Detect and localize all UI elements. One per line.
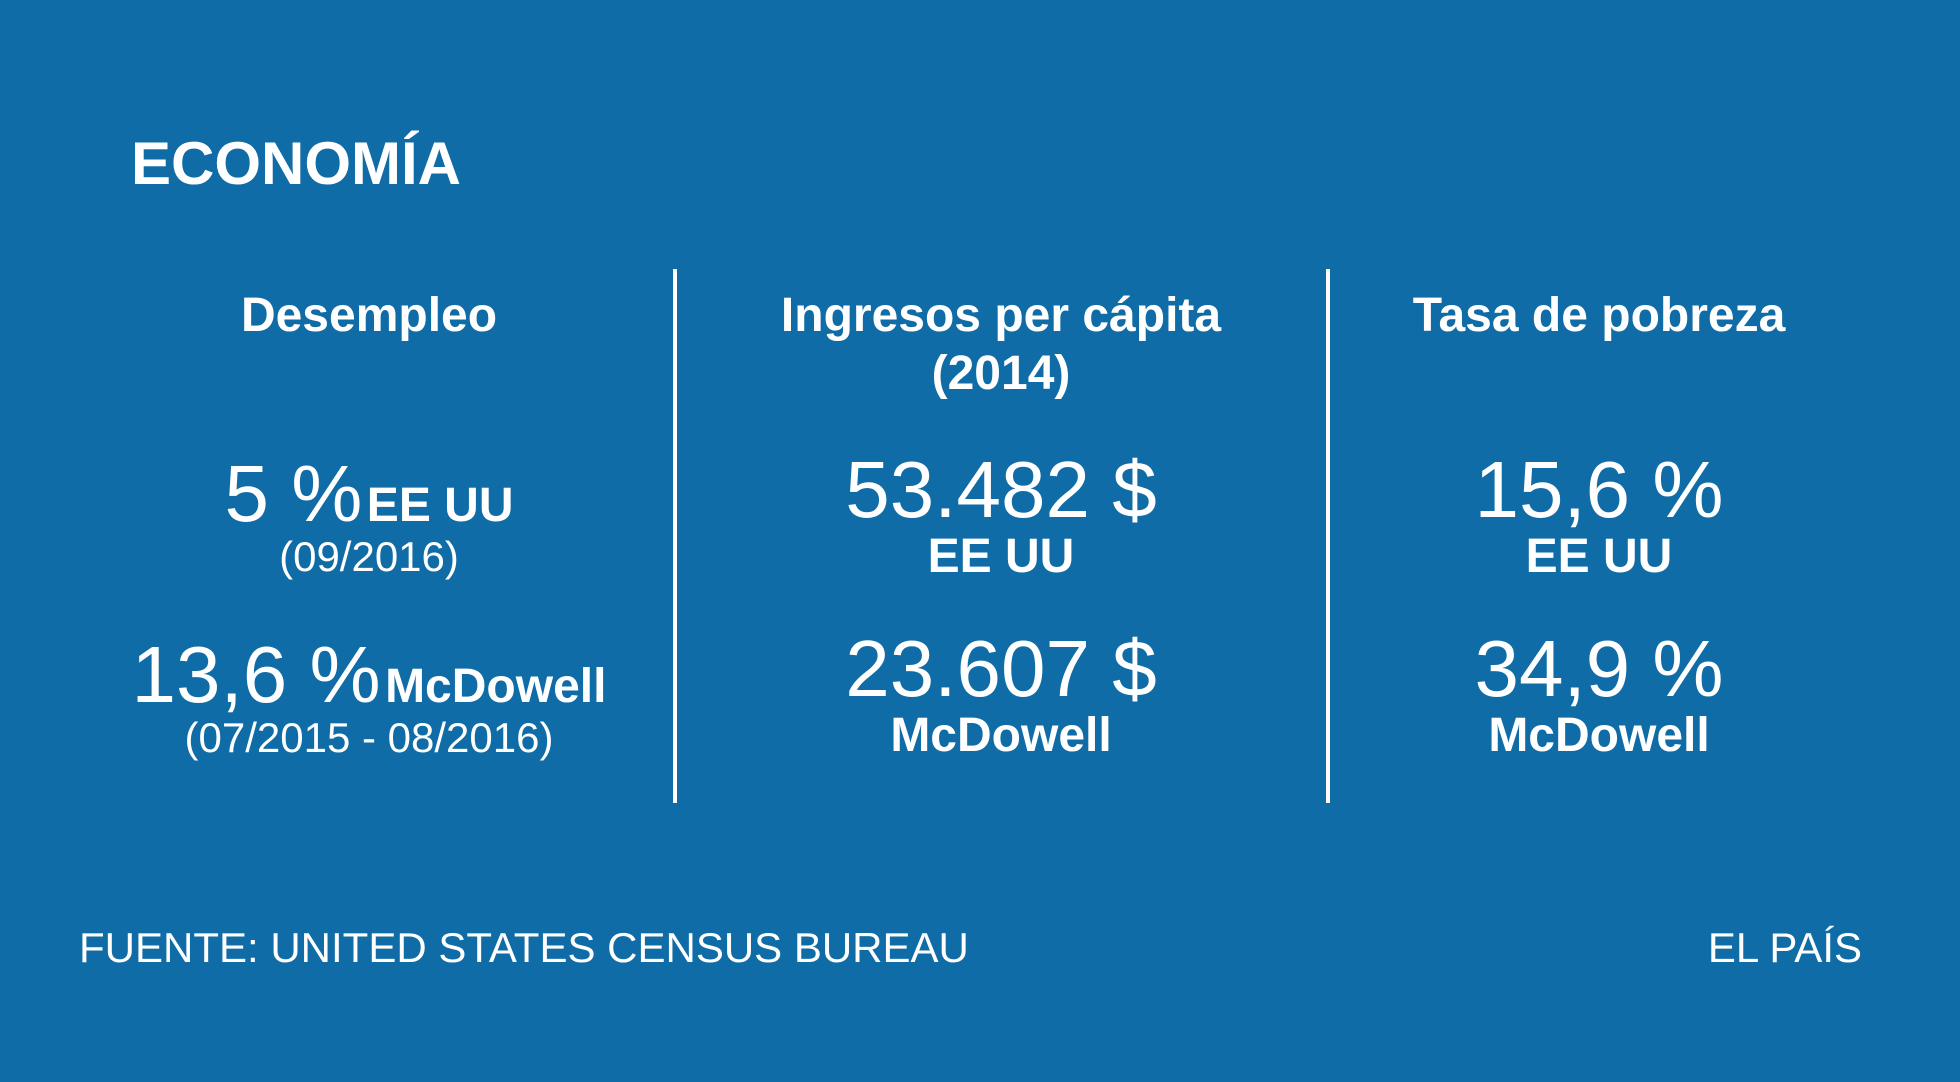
place: McDowell (890, 709, 1112, 762)
value: 53.482 $ (845, 445, 1157, 534)
source: FUENTE: UNITED STATES CENSUS BUREAU (79, 924, 969, 971)
value: 34,9 % (1474, 624, 1724, 713)
column-heading: Tasa de pobreza (1412, 289, 1786, 342)
value: 5 % (224, 449, 363, 538)
period: (09/2016) (279, 533, 459, 580)
place: EE UU (927, 530, 1075, 583)
title: ECONOMÍA (131, 130, 461, 197)
place: McDowell (385, 660, 607, 713)
divider (1326, 269, 1330, 803)
place: EE UU (1525, 530, 1673, 583)
place: McDowell (1488, 709, 1710, 762)
divider (673, 269, 677, 803)
brand: EL PAÍS (1707, 924, 1862, 971)
value: 15,6 % (1474, 445, 1724, 534)
period: (07/2015 - 08/2016) (184, 714, 554, 761)
column-heading: Desempleo (240, 289, 498, 342)
column-heading: Ingresos per cápita (2014) (780, 289, 1222, 400)
value: 13,6 % (131, 630, 381, 719)
entry-row: 5 % EE UU (69, 448, 669, 540)
place: EE UU (366, 479, 514, 532)
entry-row: 13,6 % McDowell (69, 629, 669, 721)
value: 23.607 $ (845, 624, 1157, 713)
